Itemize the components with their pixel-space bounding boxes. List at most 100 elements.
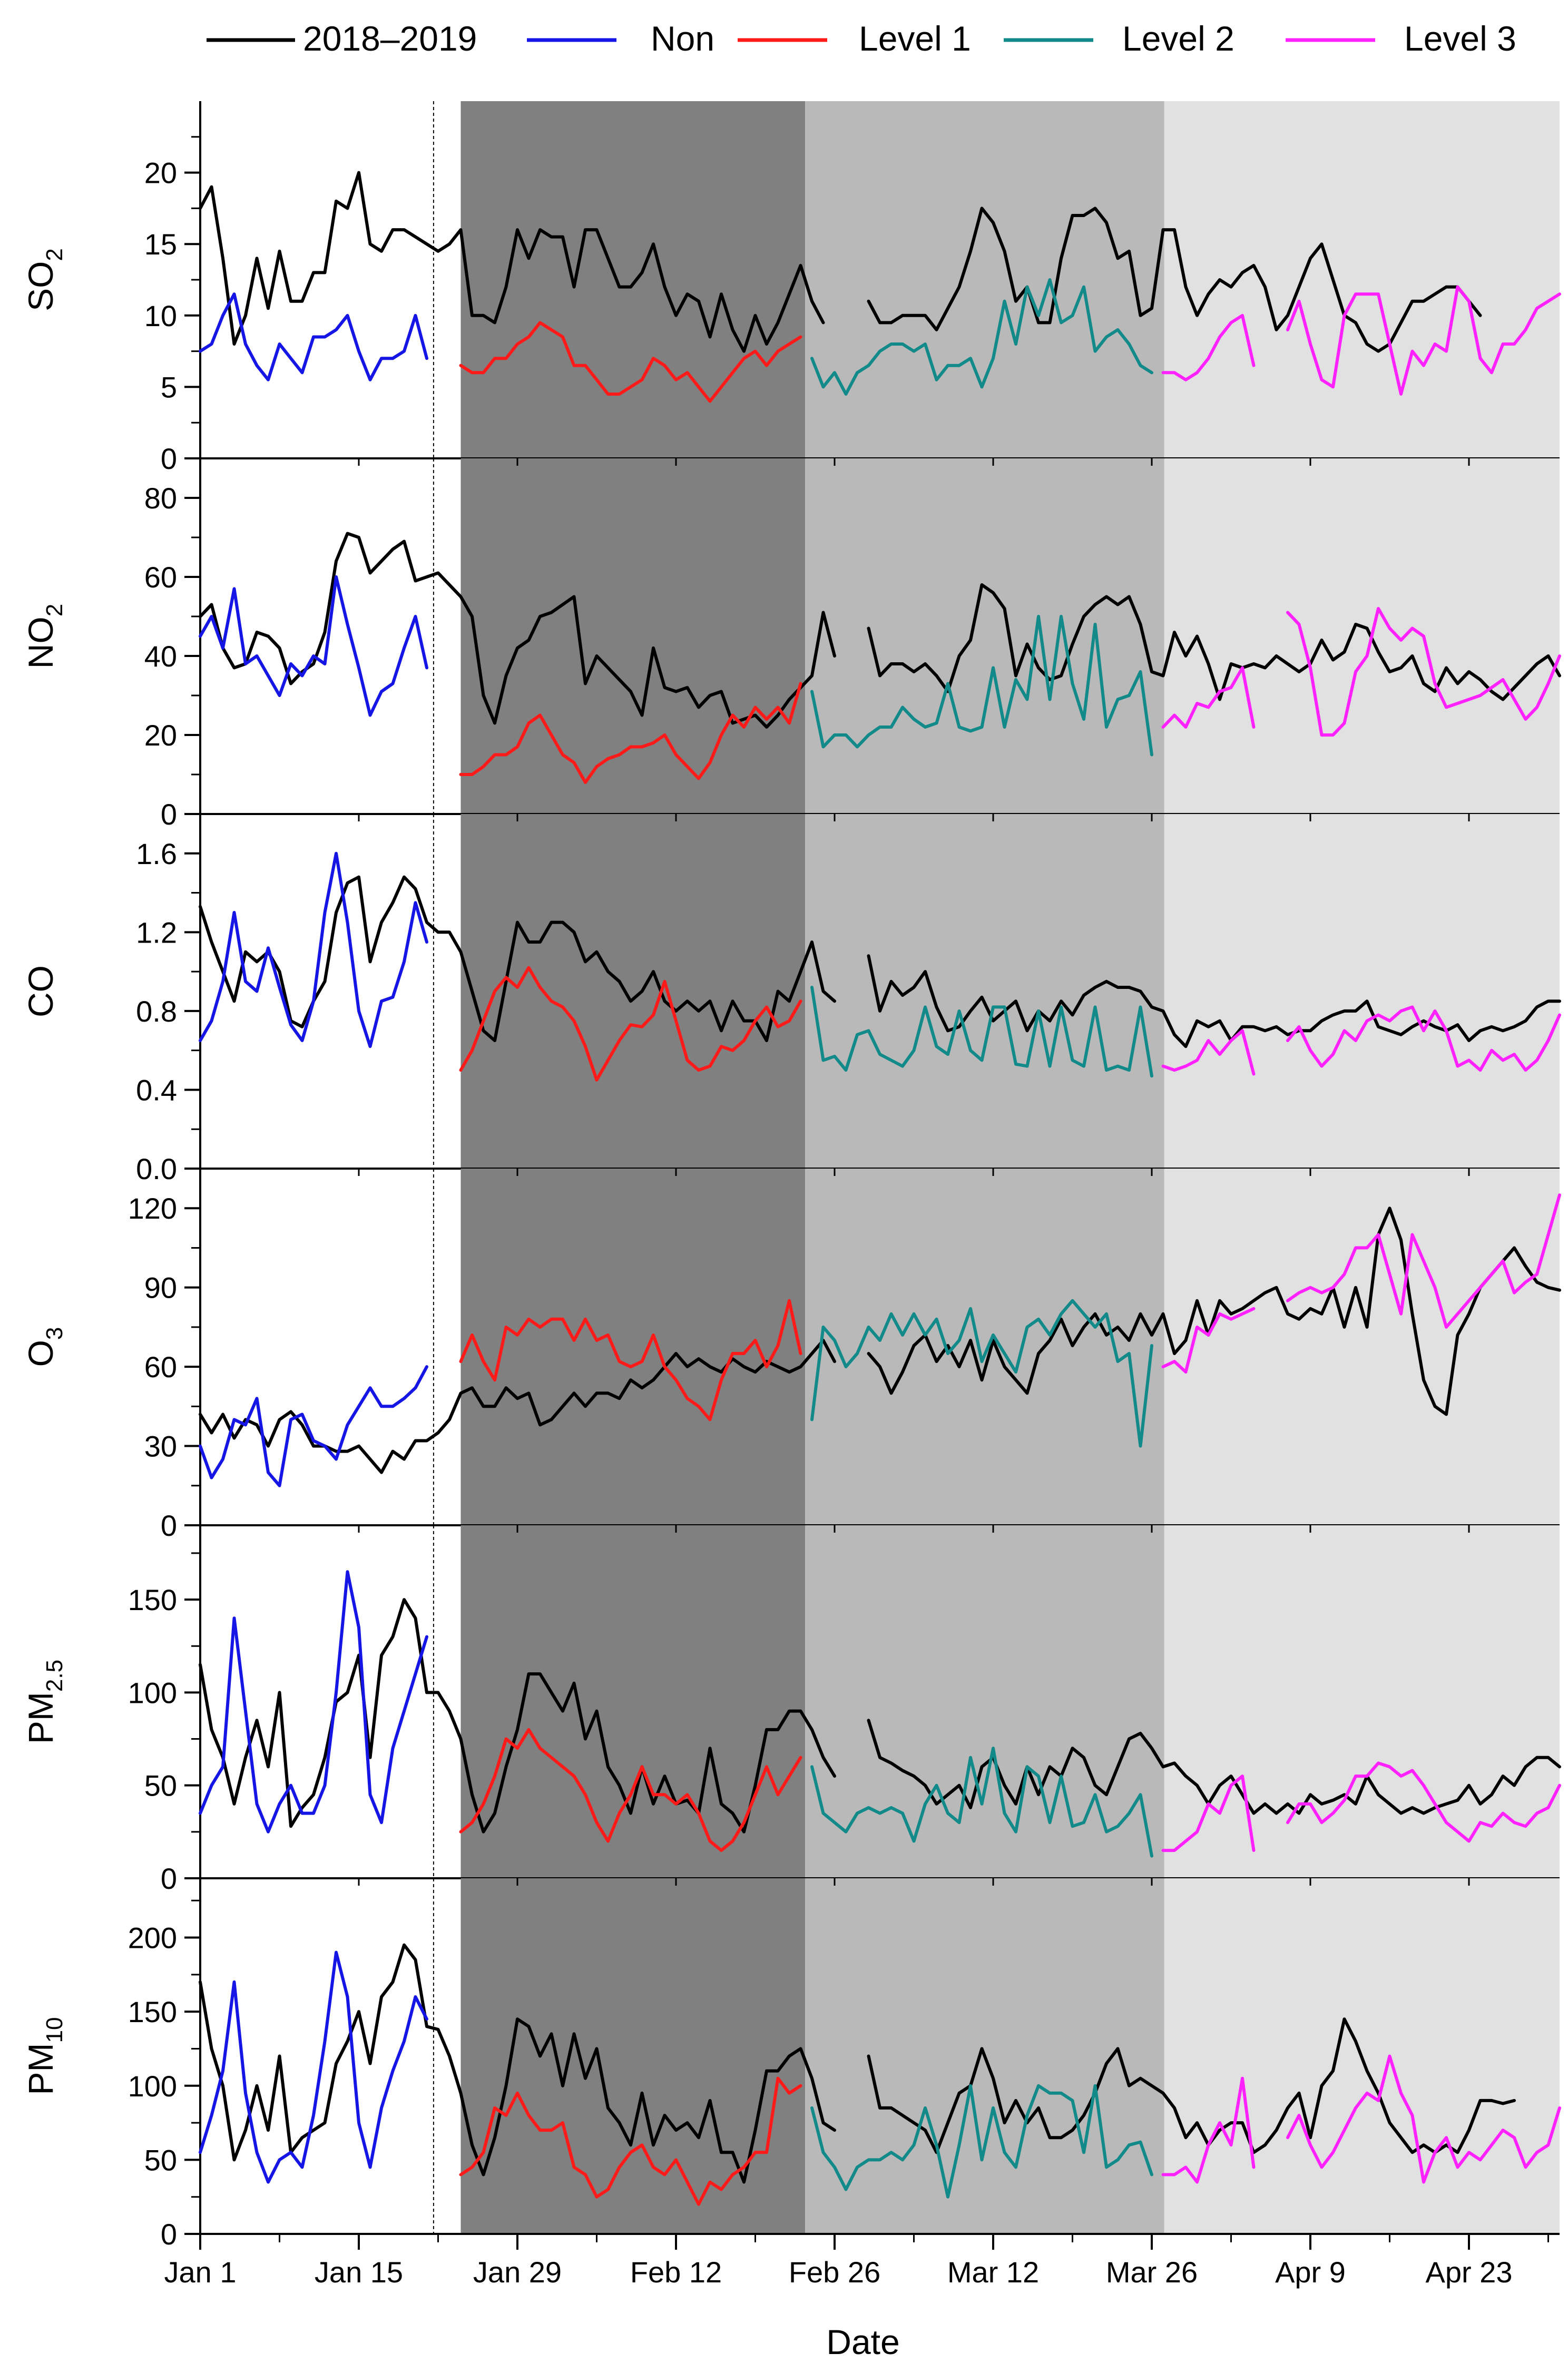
x-tick-label: Feb 26 [789,2256,880,2289]
y-tick-label: 1.6 [136,837,177,870]
y-tick-label: 0.4 [136,1073,177,1106]
series-level-1 [459,2076,802,2206]
shading-level-3 [1164,814,1560,1169]
series-level-1 [459,682,802,784]
shading-level-1 [460,1878,806,2234]
series-non [199,1365,428,1487]
y-axis-label-sub: 10 [42,2017,67,2043]
y-tick-label: 0.8 [136,995,177,1028]
y-tick-label: 5 [161,370,177,404]
y-tick-label: 80 [144,482,177,515]
y-axis-label-sub: 2.5 [42,1660,67,1692]
panel-2: 0 20 40 60 80 NO2 [21,458,1561,831]
legend-label-2018-2019: 2018–2019 [303,19,477,58]
shading-level-2 [805,458,1164,814]
shading-level-3 [1164,101,1560,458]
shading-level-3 [1164,458,1560,814]
y-tick-label: 0.0 [136,1152,177,1185]
y-tick-label: 200 [128,1921,177,1955]
y-axis-label-main: CO [21,965,60,1017]
x-tick-label: Jan 15 [315,2256,403,2289]
shading-level-1 [460,458,806,814]
y-axis-label-sub: 3 [42,1327,67,1340]
x-tick-label: Jan 1 [164,2256,237,2289]
y-axis-label-main: SO [21,261,60,311]
y-axis-label-sub: 2 [42,604,67,616]
series-2018-2019 [199,1943,836,2184]
y-tick-label: 1.2 [136,916,177,949]
y-axis-label: CO [21,965,60,1017]
series-level-3 [1161,1029,1256,1076]
x-tick-label: Mar 12 [947,2256,1039,2289]
y-tick-label: 0 [161,1862,177,1895]
y-tick-label: 20 [144,719,177,752]
shading-level-1 [460,814,806,1169]
y-tick-label: 0 [161,2218,177,2251]
shading-level-2 [805,814,1164,1169]
shading-level-3 [1164,1525,1560,1878]
series-2018-2019 [199,875,836,1042]
panel-4: 0 30 60 90 120 O3 [21,1169,1561,1542]
y-axis-label: PM2.5 [21,1660,67,1744]
series-level-2 [810,1299,1153,1448]
series-level-2 [810,615,1153,757]
legend-label-level-3: Level 3 [1404,19,1516,58]
x-tick-label: Feb 12 [630,2256,722,2289]
panel-3: 0.0 0.4 0.8 1.2 1.6 CO [21,814,1561,1185]
y-axis-label-sub: 2 [42,248,67,261]
series-level-1 [459,1728,802,1852]
series-level-3 [1161,313,1256,381]
y-tick-label: 0 [161,798,177,831]
y-tick-label: 90 [144,1271,177,1305]
series-level-3 [1286,1761,1561,1843]
y-axis-label: PM10 [21,2017,67,2095]
shading-level-1 [460,1525,806,1878]
series-non [199,1950,428,2184]
series-2018-2019 [867,207,1482,353]
y-tick-label: 50 [144,1769,177,1802]
panel-1: 0 5 10 15 20 SO2 [21,101,1561,475]
series-non [199,575,428,717]
y-axis-label-main: PM [21,1692,60,1744]
shading-level-2 [805,1525,1164,1878]
y-tick-label: 15 [144,228,177,261]
x-axis-label: Date [826,2322,899,2361]
y-axis-label: SO2 [21,248,67,311]
legend: 2018–2019 Non Level 1 Level 2 Level 3 [207,19,1516,58]
y-tick-label: 0 [161,442,177,475]
y-axis-label-main: O [21,1340,60,1367]
series-non [199,1570,428,1833]
series-level-2 [810,278,1153,396]
series-2018-2019 [867,1719,1561,1815]
series-level-2 [810,2084,1153,2199]
shading-level-2 [805,101,1164,458]
shading-level-1 [460,1169,806,1525]
series-2018-2019 [199,1598,836,1833]
y-tick-label: 100 [128,1676,177,1709]
series-level-3 [1286,285,1561,396]
y-tick-label: 0 [161,1509,177,1542]
series-level-3 [1286,2054,1561,2184]
shading-level-3 [1164,1169,1560,1525]
y-tick-label: 30 [144,1430,177,1463]
y-tick-label: 150 [128,1583,177,1616]
legend-label-level-2: Level 2 [1122,19,1234,58]
x-axis: Jan 1 Jan 15 Jan 29 Feb 12 Feb 26 Mar 12 Mar 2… [164,458,1549,2289]
y-tick-label: 40 [144,640,177,673]
shading-level-1 [460,101,806,458]
panels: 05101520SO2020406080NO20.00.40.81.21.6CO… [21,101,1561,2251]
y-tick-label: 60 [144,1350,177,1384]
legend-label-non: Non [651,19,714,58]
series-level-1 [459,321,802,403]
series-2018-2019 [867,1207,1561,1416]
y-axis-label: NO2 [21,604,67,669]
legend-label-level-1: Level 1 [859,19,971,58]
shading-level-2 [805,1169,1164,1525]
series-2018-2019 [199,171,825,353]
series-2018-2019 [867,583,1561,701]
series-level-3 [1161,666,1256,729]
y-axis-label: O3 [21,1327,67,1367]
y-axis-label-main: NO [21,616,60,669]
series-level-3 [1161,1307,1256,1374]
